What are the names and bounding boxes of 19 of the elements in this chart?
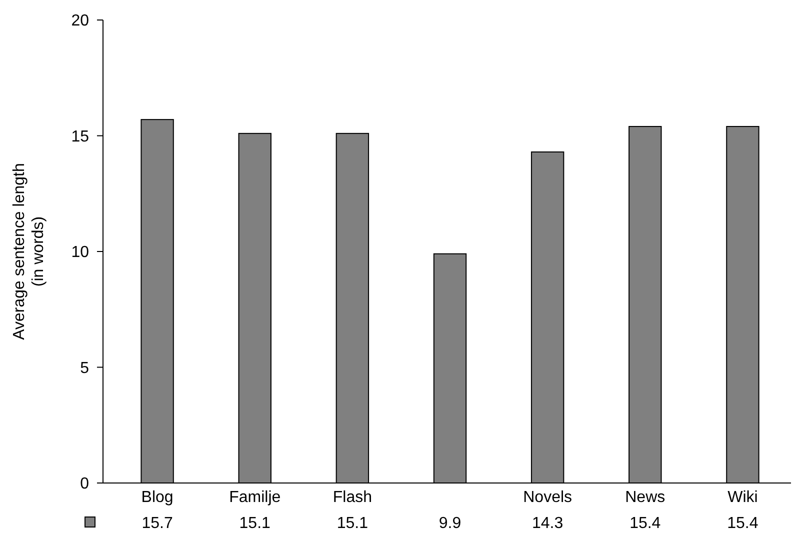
x-tick-label: Familje [229,489,281,506]
data-label: 15.7 [142,515,173,532]
y-tick-label: 15 [71,128,90,146]
data-label: 15.4 [727,515,758,532]
x-tick-label: Wiki [728,489,758,506]
data-label: 15.1 [336,515,368,532]
y-tick-label: 20 [71,12,90,30]
x-tick-label: Novels [523,489,572,506]
data-label: 14.3 [532,515,564,532]
y-tick-label: 5 [80,360,90,377]
y-tick-label: 0 [80,476,90,493]
x-tick-label: News [625,489,666,506]
x-tick-label: Flash [332,489,372,506]
y-tick-label: 10 [71,244,90,262]
data-label: 15.4 [630,515,661,532]
x-tick-label: Blog [141,489,174,506]
data-label: 9.9 [438,515,462,532]
data-label: 15.1 [239,515,271,532]
y-axis-title: Average sentence length (in words) [11,163,48,340]
